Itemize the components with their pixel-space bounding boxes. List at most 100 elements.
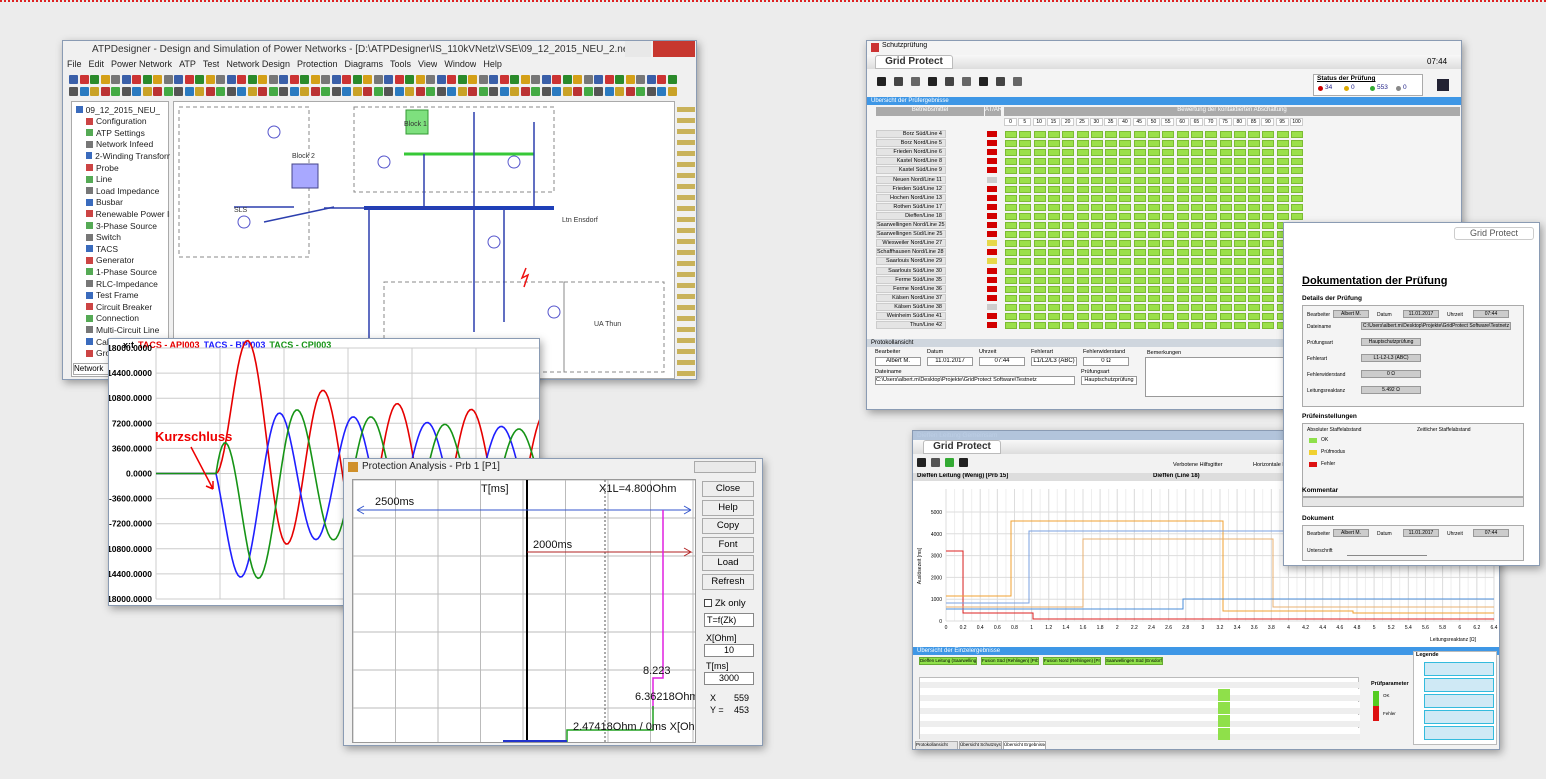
toolbar-icon[interactable] — [604, 87, 614, 96]
tree-item[interactable]: 2-Winding Transformer — [86, 150, 170, 161]
toolbar-icon[interactable] — [478, 87, 488, 96]
maximize-button[interactable] — [625, 41, 651, 57]
result-chip[interactable]: Fusion Nord (Rehlingen) [Prb 204] — [1043, 657, 1101, 665]
toolbar-icon[interactable] — [1013, 77, 1022, 86]
dropdown[interactable]: T=f(Zk) — [704, 613, 754, 627]
toolbar-icon[interactable] — [405, 75, 414, 84]
toolbar-icon[interactable] — [100, 87, 110, 96]
toolbar-icon[interactable] — [962, 77, 971, 86]
toolbar-icon[interactable] — [562, 75, 572, 84]
toolbar-icon[interactable] — [90, 75, 99, 84]
tree-item[interactable]: 1-Phase Source — [86, 266, 170, 277]
toolbar-icon[interactable] — [121, 75, 131, 84]
toolbar-icon[interactable] — [268, 87, 278, 96]
toolbar-icon[interactable] — [520, 87, 530, 96]
tree-item[interactable]: Cable — [86, 336, 170, 347]
toolbar-icon[interactable] — [625, 87, 635, 96]
toolbar-icon[interactable] — [153, 75, 162, 84]
toolbar-icon[interactable] — [205, 75, 215, 84]
toolbar-icon[interactable] — [573, 75, 582, 84]
toolbar-icon[interactable] — [153, 87, 162, 96]
toolbar-icon[interactable] — [363, 75, 372, 84]
toolbar-icon[interactable] — [520, 75, 530, 84]
toolbar-icon[interactable] — [657, 87, 666, 96]
toolbar-icon[interactable] — [615, 75, 624, 84]
toolbar-icon[interactable] — [426, 87, 435, 96]
toolbar-icon[interactable] — [373, 75, 383, 84]
toolbar-icon[interactable] — [184, 75, 194, 84]
toolbar-icon[interactable] — [996, 77, 1005, 86]
toolbar-icon[interactable] — [911, 77, 920, 86]
toolbar-icon[interactable] — [447, 87, 456, 96]
tree-item[interactable]: 09_12_2015_NEU_2 — [76, 104, 160, 115]
toolbar-icon[interactable] — [142, 75, 152, 84]
toolbar-icon[interactable] — [373, 87, 383, 96]
toolbar-icon[interactable] — [300, 87, 309, 96]
toolbar-icon[interactable] — [646, 87, 656, 96]
toolbar-icon[interactable] — [342, 75, 351, 84]
toolbar-icon[interactable] — [111, 75, 120, 84]
toolbar-icon[interactable] — [979, 77, 988, 86]
toolbar-icon[interactable] — [415, 87, 425, 96]
checkbox[interactable]: Verbotene Hilfsgitter — [1173, 462, 1223, 468]
toolbar-icon[interactable] — [268, 75, 278, 84]
menu-item[interactable]: Window — [444, 59, 477, 69]
menu-item[interactable]: Power Network — [111, 59, 173, 69]
toolbar-icon[interactable] — [226, 87, 236, 96]
tab[interactable]: Protokollansicht — [915, 741, 958, 749]
toolbar-icon[interactable] — [447, 75, 456, 84]
toolbar-icon[interactable] — [541, 87, 551, 96]
toolbar-icon[interactable] — [79, 75, 89, 84]
menu-item[interactable]: ATP — [179, 59, 196, 69]
close-button[interactable] — [653, 41, 695, 57]
toolbar-icon[interactable] — [363, 87, 372, 96]
toolbar-icon[interactable] — [342, 87, 351, 96]
toolbar-icon[interactable] — [657, 75, 666, 84]
toolbar-icon[interactable] — [247, 75, 257, 84]
toolbar-icon[interactable] — [331, 75, 341, 84]
toolbar-icon[interactable] — [331, 87, 341, 96]
toolbar-icon[interactable] — [69, 87, 78, 96]
toolbar-icon[interactable] — [573, 87, 582, 96]
toolbar-icon[interactable] — [79, 87, 89, 96]
tree-item[interactable]: Multi-Circuit Line — [86, 324, 170, 335]
toolbar-icon[interactable] — [928, 77, 937, 86]
toolbar-icon[interactable] — [226, 75, 236, 84]
tree-item[interactable]: Test Frame — [86, 290, 170, 301]
toolbar-icon[interactable] — [415, 75, 425, 84]
toolbar-icon[interactable] — [258, 75, 267, 84]
tree-item[interactable]: Switch — [86, 232, 170, 243]
toolbar-icon[interactable] — [237, 75, 246, 84]
toolbar-icon[interactable] — [195, 87, 204, 96]
toolbar-icon[interactable] — [489, 75, 498, 84]
toolbar-icon[interactable] — [121, 87, 131, 96]
tree-item[interactable]: 3-Phase Source — [86, 220, 170, 231]
toolbar-icon[interactable] — [352, 75, 362, 84]
toolbar-icon[interactable] — [510, 75, 519, 84]
toolbar-icon[interactable] — [195, 75, 204, 84]
tree-item[interactable]: Connection — [86, 313, 170, 324]
button[interactable]: Font — [702, 536, 754, 553]
toolbar-icon[interactable] — [646, 75, 656, 84]
toolbar-icon[interactable] — [205, 87, 215, 96]
toolbar-icon[interactable] — [132, 75, 141, 84]
button[interactable]: Close — [702, 481, 754, 497]
toolbar-icon[interactable] — [436, 87, 446, 96]
toolbar-icon[interactable] — [468, 87, 477, 96]
toolbar-icon[interactable] — [945, 77, 954, 86]
button[interactable]: Load — [702, 555, 754, 571]
toolbar-icon[interactable] — [531, 87, 540, 96]
toolbar-icon[interactable] — [289, 75, 299, 84]
checkbox[interactable]: Horizontale Hilfsgitter — [1253, 462, 1306, 468]
toolbar-icon[interactable] — [499, 75, 509, 84]
toolbar-icon[interactable] — [174, 87, 183, 96]
window-buttons[interactable] — [694, 461, 756, 473]
toolbar-icon[interactable] — [142, 87, 152, 96]
toolbar-icon[interactable] — [877, 77, 886, 86]
toolbar-icon[interactable] — [90, 87, 99, 96]
menu-item[interactable]: Edit — [88, 59, 105, 69]
toolbar-icon[interactable] — [405, 87, 414, 96]
toolbar-icon[interactable] — [499, 87, 509, 96]
toolbar-icon[interactable] — [384, 87, 393, 96]
toolbar-icon[interactable] — [625, 75, 635, 84]
